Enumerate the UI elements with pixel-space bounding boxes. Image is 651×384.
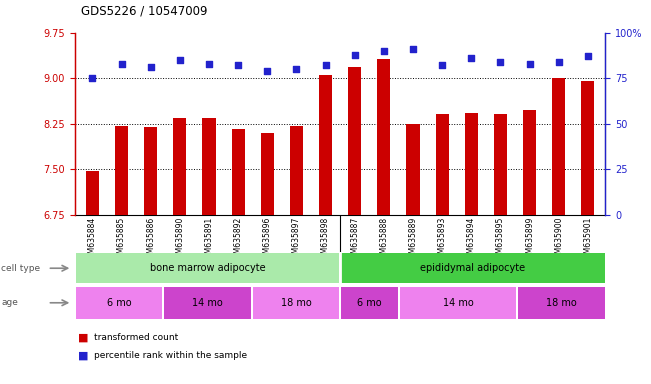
Text: GSM635899: GSM635899 <box>525 217 534 263</box>
Text: GSM635892: GSM635892 <box>234 217 243 263</box>
Bar <box>465 113 478 215</box>
Point <box>233 62 243 68</box>
Bar <box>115 126 128 215</box>
Text: percentile rank within the sample: percentile rank within the sample <box>94 351 247 360</box>
Text: age: age <box>1 298 18 307</box>
Point <box>174 57 185 63</box>
Text: 14 mo: 14 mo <box>192 298 223 308</box>
Bar <box>518 287 605 319</box>
Point <box>117 61 127 67</box>
Text: GSM635900: GSM635900 <box>554 217 563 263</box>
Text: GDS5226 / 10547009: GDS5226 / 10547009 <box>81 4 208 17</box>
Point <box>262 68 273 74</box>
Text: GSM635897: GSM635897 <box>292 217 301 263</box>
Point <box>408 46 418 52</box>
Text: transformed count: transformed count <box>94 333 178 343</box>
Bar <box>378 59 391 215</box>
Text: GSM635889: GSM635889 <box>409 217 417 263</box>
Point <box>87 75 98 81</box>
Bar <box>144 127 158 215</box>
Text: 6 mo: 6 mo <box>107 298 132 308</box>
Text: 6 mo: 6 mo <box>357 298 382 308</box>
Point <box>320 62 331 68</box>
Bar <box>202 118 215 215</box>
Point <box>145 64 156 70</box>
Bar <box>76 287 162 319</box>
Point <box>525 61 535 67</box>
Text: ■: ■ <box>78 350 89 360</box>
Bar <box>290 126 303 215</box>
Text: GSM635886: GSM635886 <box>146 217 155 263</box>
Text: GSM635896: GSM635896 <box>263 217 271 263</box>
Text: epididymal adipocyte: epididymal adipocyte <box>421 263 525 273</box>
Text: GSM635888: GSM635888 <box>380 217 389 263</box>
Text: GSM635901: GSM635901 <box>583 217 592 263</box>
Bar <box>253 287 339 319</box>
Text: 18 mo: 18 mo <box>281 298 311 308</box>
Text: GSM635887: GSM635887 <box>350 217 359 263</box>
Text: GSM635890: GSM635890 <box>175 217 184 263</box>
Bar <box>436 114 449 215</box>
Bar <box>260 133 274 215</box>
Text: cell type: cell type <box>1 264 40 273</box>
Bar <box>523 111 536 215</box>
Point <box>583 53 593 60</box>
Text: GSM635894: GSM635894 <box>467 217 476 263</box>
Text: bone marrow adipocyte: bone marrow adipocyte <box>150 263 266 273</box>
Text: GSM635895: GSM635895 <box>496 217 505 263</box>
Bar <box>76 253 339 283</box>
Bar <box>400 287 516 319</box>
Text: GSM635884: GSM635884 <box>88 217 97 263</box>
Text: 18 mo: 18 mo <box>546 298 577 308</box>
Bar <box>341 253 605 283</box>
Point <box>466 55 477 61</box>
Point <box>291 66 301 72</box>
Point <box>437 62 447 68</box>
Bar <box>581 81 594 215</box>
Text: ■: ■ <box>78 333 89 343</box>
Point <box>553 59 564 65</box>
Point <box>350 51 360 58</box>
Bar <box>406 124 420 215</box>
Bar <box>348 67 361 215</box>
Text: GSM635893: GSM635893 <box>437 217 447 263</box>
Bar <box>173 118 186 215</box>
Text: 14 mo: 14 mo <box>443 298 473 308</box>
Text: GSM635885: GSM635885 <box>117 217 126 263</box>
Point <box>204 61 214 67</box>
Bar <box>341 287 398 319</box>
Text: GSM635891: GSM635891 <box>204 217 214 263</box>
Bar <box>164 287 251 319</box>
Point <box>379 48 389 54</box>
Point <box>495 59 506 65</box>
Text: GSM635898: GSM635898 <box>321 217 330 263</box>
Bar <box>319 75 332 215</box>
Bar <box>552 78 565 215</box>
Bar <box>232 129 245 215</box>
Bar <box>86 170 99 215</box>
Bar <box>494 114 507 215</box>
